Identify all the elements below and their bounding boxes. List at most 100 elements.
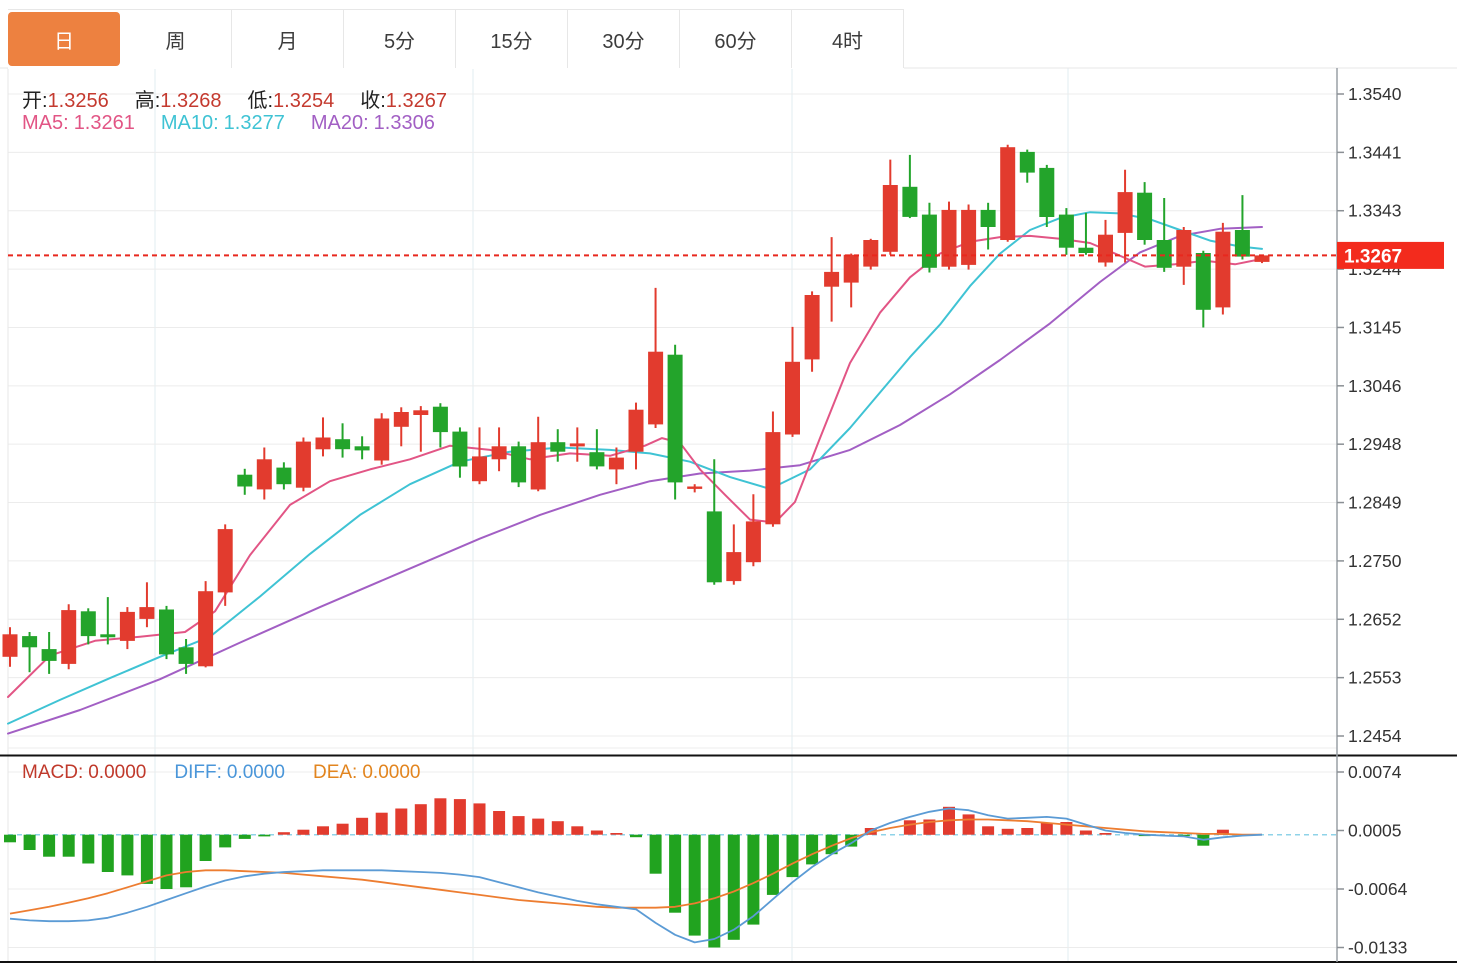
- macd-histogram-bar: [727, 834, 740, 940]
- candle: [119, 607, 135, 650]
- candle-body: [745, 521, 761, 563]
- macd-histogram-bar: [845, 834, 858, 847]
- candle: [687, 484, 703, 493]
- macd-histogram-bar: [493, 811, 506, 835]
- candle: [41, 632, 57, 674]
- macd-histogram-bar: [43, 834, 56, 857]
- candle: [1098, 219, 1113, 267]
- candle-body: [80, 611, 96, 637]
- candle: [941, 201, 957, 270]
- candle-body: [178, 647, 194, 664]
- candle: [1078, 212, 1094, 255]
- candle: [393, 407, 409, 447]
- candle-body: [315, 437, 331, 450]
- candle-body: [511, 446, 527, 483]
- candle-body: [1176, 230, 1192, 267]
- candle: [1195, 250, 1211, 328]
- candle-body: [608, 457, 624, 470]
- macd-histogram-bar: [1177, 834, 1190, 837]
- macd-histogram-bar: [258, 834, 271, 837]
- candle-body: [765, 432, 781, 525]
- tab-month[interactable]: 月: [232, 10, 344, 68]
- ma10-label: MA10:: [160, 112, 219, 134]
- tab-5min[interactable]: 5分: [344, 10, 456, 68]
- macd-axis-label: -0.0064: [1348, 879, 1408, 899]
- macd-histogram-bar: [1216, 829, 1229, 835]
- candle: [22, 632, 38, 673]
- macd-histogram-bar: [1099, 833, 1112, 835]
- candle-body: [667, 354, 683, 483]
- macd-histogram-bar: [1021, 828, 1034, 835]
- macd-histogram-bar: [375, 812, 388, 835]
- candle-body: [804, 295, 820, 360]
- tab-15min[interactable]: 15分: [456, 10, 568, 68]
- macd-histogram-bar: [1079, 830, 1092, 835]
- candle-body: [550, 442, 566, 452]
- candle-body: [1000, 147, 1016, 240]
- candle-body: [1137, 192, 1153, 240]
- candle: [2, 627, 18, 667]
- candle: [745, 494, 761, 567]
- candle: [648, 287, 664, 428]
- candle-body: [863, 240, 879, 267]
- tab-30min[interactable]: 30分: [568, 10, 680, 68]
- macd-histogram-bar: [590, 830, 603, 835]
- candle-body: [843, 254, 859, 283]
- candle: [1137, 182, 1153, 245]
- tab-day[interactable]: 日: [8, 12, 120, 66]
- candle-body: [1195, 253, 1211, 310]
- current-price-tag-text: 1.3267: [1344, 246, 1402, 267]
- candle-body: [921, 214, 937, 268]
- candle-body: [961, 209, 977, 265]
- candle: [256, 447, 272, 500]
- price-axis-label: 1.2454: [1348, 726, 1402, 746]
- macd-histogram-bar: [708, 834, 721, 948]
- ohlc-legend: 开:1.3256 高:1.3268 低:1.3254 收:1.3267: [22, 84, 473, 113]
- candle: [824, 237, 840, 322]
- candle: [1234, 195, 1250, 260]
- open-value: 1.3256: [47, 90, 109, 112]
- current-price-tag: [1337, 241, 1444, 269]
- candle-body: [1234, 230, 1250, 257]
- macd-axis-label: -0.0133: [1348, 938, 1407, 958]
- macd-histogram-bar: [199, 834, 212, 861]
- ma5-value: 1.3261: [73, 112, 135, 134]
- candle: [902, 154, 918, 219]
- candle-body: [882, 185, 898, 252]
- candle: [785, 326, 800, 437]
- candle-body: [2, 634, 18, 657]
- candle-body: [217, 529, 233, 593]
- candle-body: [1098, 234, 1113, 263]
- macd-histogram-bar: [669, 834, 682, 913]
- price-axis-label: 1.3145: [1348, 317, 1402, 337]
- macd-histogram-bar: [923, 819, 936, 835]
- tab-week[interactable]: 周: [120, 10, 232, 68]
- low-label: 低:: [247, 90, 274, 112]
- ma5-line: [7, 234, 1263, 698]
- diff-value: 0.0000: [226, 762, 285, 783]
- candle-body: [276, 467, 292, 485]
- low-value: 1.3254: [273, 90, 335, 112]
- candle: [1117, 169, 1133, 263]
- tab-60min[interactable]: 60分: [680, 10, 792, 68]
- ma-legend: MA5: 1.3261 MA10: 1.3277 MA20: 1.3306: [22, 112, 435, 135]
- candle-body: [589, 452, 605, 467]
- macd-histogram-bar: [473, 803, 486, 835]
- candle: [61, 604, 77, 670]
- candle: [961, 204, 977, 270]
- open-label: 开:: [22, 90, 48, 112]
- candle: [432, 403, 448, 448]
- candle-body: [472, 456, 487, 482]
- macd-histogram-bar: [512, 816, 525, 835]
- price-axis-label: 1.3540: [1348, 84, 1402, 104]
- macd-value: 0.0000: [88, 762, 147, 783]
- candle: [804, 291, 820, 372]
- candle-body: [119, 611, 135, 641]
- candle: [726, 524, 742, 585]
- price-axis-label: 1.2553: [1348, 668, 1402, 688]
- macd-label: MACD:: [22, 762, 84, 783]
- tab-4hour[interactable]: 4时: [792, 10, 904, 68]
- candle: [589, 429, 605, 470]
